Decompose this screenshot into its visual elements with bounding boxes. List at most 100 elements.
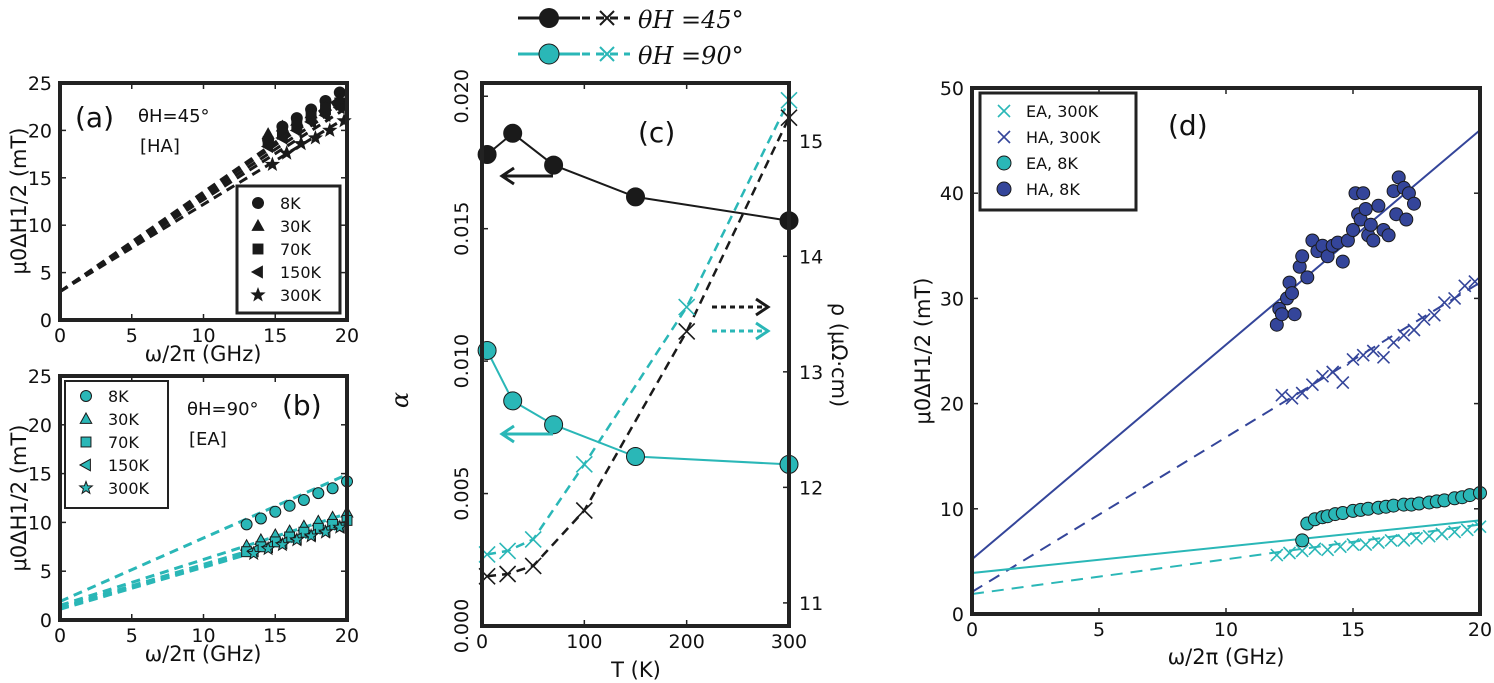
panel-d-point-EA, 300K xyxy=(1321,543,1335,557)
legend-45-label: θH =45° xyxy=(638,6,744,34)
panel-d-point-HA, 300K xyxy=(1295,386,1309,400)
panel-c-point-rho-2 xyxy=(575,501,593,520)
panel-c-line-1 xyxy=(486,350,790,466)
panel-c-line-2 xyxy=(486,117,791,578)
panel-a-markers xyxy=(261,86,352,172)
panel-a-y-tick-label: 10 xyxy=(28,215,52,237)
panel-b-y-tick-label: 0 xyxy=(40,610,52,632)
panel-d-legend: EA, 300K HA, 300K EA, 8K HA, 8K xyxy=(978,91,1138,212)
panel-d-legend-marker-EA, 8K xyxy=(996,155,1012,171)
panel-b-legend-label: 8K xyxy=(108,387,129,406)
panel-b-x-tick-label: 20 xyxy=(335,625,359,647)
panel-a-legend-marker-30K xyxy=(251,218,265,231)
panel-a-legend-label: 300K xyxy=(280,286,322,305)
panel-d-x-tick-label: 20 xyxy=(1468,619,1492,641)
panel-d-point-HA, 300K xyxy=(1285,391,1299,405)
panel-d: 0 5 10 15 20 0 10 20 30 40 50 (d) EA, 300K HA, 300K… xyxy=(911,78,1492,669)
panel-d-point-HA, 8K xyxy=(1381,228,1396,243)
panel-c-y-tick-label: 0.015 xyxy=(451,201,473,255)
panel-a-fit-150K xyxy=(59,106,348,293)
panel-d-point-HA, 300K xyxy=(1305,378,1319,392)
panel-b-point-300K xyxy=(260,540,276,556)
panel-c-point-alpha-1 xyxy=(503,391,523,411)
panel-d-point-EA, 300K xyxy=(1397,533,1411,547)
panel-c-point-alpha-1 xyxy=(626,447,645,466)
panel-b-x-tick-label: 5 xyxy=(126,625,138,647)
panel-b-point-8K xyxy=(240,518,253,531)
panel-d-y-tick-label: 30 xyxy=(940,288,964,310)
panel-b-markers xyxy=(239,475,354,561)
panel-d-point-HA, 300K xyxy=(1275,388,1289,402)
panel-a-angle-annotation: θH=45° xyxy=(138,106,210,127)
panel-d-point-HA, 8K xyxy=(1285,286,1299,301)
panel-d-point-HA, 300K xyxy=(1407,323,1421,337)
panel-b: 0 5 10 15 20 0 5 10 15 20 25 (b) θH=90° [EA] 8K 30K… xyxy=(7,366,359,666)
panel-b-point-8K xyxy=(283,499,296,512)
panel-d-point-HA, 300K xyxy=(1387,336,1401,350)
panel-d-point-HA, 300K xyxy=(1376,350,1391,364)
legend-90-label: θH =90° xyxy=(638,42,744,70)
panel-d-point-EA, 300K xyxy=(1371,535,1385,550)
panel-a-legend: 8K 30K 70K 150K 300K xyxy=(235,184,342,315)
panel-b-label: (b) xyxy=(282,389,322,422)
panel-b-y-tick-label: 10 xyxy=(28,512,52,534)
panel-c-arrow-rho-90 xyxy=(712,321,771,341)
panel-d-point-HA, 8K xyxy=(1346,223,1360,237)
panel-b-axis-annotation: [EA] xyxy=(189,429,227,450)
panel-b-legend-label: 300K xyxy=(108,479,150,498)
panel-d-fit-EA, 300K xyxy=(971,523,1481,596)
panel-d-x-tick-label: 10 xyxy=(1214,619,1238,641)
panel-d-point-HA, 8K xyxy=(1407,196,1421,211)
legend-90-circle-marker xyxy=(538,43,560,65)
panel-d-fit-HA, 8K xyxy=(971,129,1481,561)
panel-d-fit-EA, 8K xyxy=(971,519,1481,574)
panel-c: 0 100 200 300 0.000 0.005 0.010 0.015 0.020 11 12 1… xyxy=(386,69,851,682)
panel-c-y-tick-label: 0.000 xyxy=(451,599,473,653)
panel-d-point-HA, 300K xyxy=(1397,328,1411,342)
panel-b-point-300K xyxy=(289,531,305,547)
panel-d-legend-label: EA, 8K xyxy=(1026,154,1078,173)
panel-c-lines xyxy=(486,99,791,578)
panel-d-point-EA, 300K xyxy=(1308,542,1322,556)
panel-d-x-axis-label: ω/2π (GHz) xyxy=(1168,645,1285,669)
panel-a-ticks: 0 5 10 15 20 0 5 10 15 20 25 xyxy=(28,73,359,347)
panel-b-x-tick-label: 15 xyxy=(263,625,287,647)
panel-b-point-300K xyxy=(274,536,291,552)
panel-a-point-300K xyxy=(279,145,295,160)
panel-a-legend-label: 8K xyxy=(280,194,301,213)
legend-45-circle-marker xyxy=(539,8,559,28)
panel-d-point-EA, 8K xyxy=(1295,533,1310,548)
panel-b-legend-label: 150K xyxy=(108,456,150,475)
panel-a-legend-label: 150K xyxy=(280,263,322,282)
panel-b-x-tick-label: 10 xyxy=(191,625,215,647)
panel-c-y-right-tick-label: 12 xyxy=(799,477,823,499)
panel-b-point-8K xyxy=(254,512,267,525)
panel-d-x-tick-label: 15 xyxy=(1341,619,1365,641)
panel-a-y-tick-label: 0 xyxy=(40,310,52,332)
panel-b-fit-8K xyxy=(59,473,348,603)
panel-d-point-HA, 300K xyxy=(1437,296,1451,310)
panel-a-label: (a) xyxy=(75,101,114,134)
panel-b-legend-label: 30K xyxy=(108,410,139,429)
panel-d-y-tick-label: 20 xyxy=(940,394,964,416)
panel-b-fit-30K xyxy=(59,512,348,607)
panel-d-point-HA, 300K xyxy=(1427,308,1441,322)
panel-c-y-right-tick-label: 14 xyxy=(799,246,823,268)
panel-d-point-EA, 300K xyxy=(1435,527,1449,541)
panel-b-legend-marker-70K xyxy=(80,436,92,448)
panel-d-legend-label: HA, 8K xyxy=(1026,180,1080,199)
panel-b-legend-label: 70K xyxy=(108,433,139,452)
panel-d-x-tick-label: 5 xyxy=(1093,619,1105,641)
panel-b-legend: 8K 30K 70K 150K 300K xyxy=(64,380,169,509)
panel-d-point-EA, 300K xyxy=(1448,525,1462,539)
panel-d-point-HA, 300K xyxy=(1366,344,1380,358)
panel-b-point-8K xyxy=(312,487,325,500)
panel-d-point-HA, 300K xyxy=(1417,312,1431,326)
panel-a-x-tick-label: 0 xyxy=(54,325,66,347)
panel-b-fit-lines xyxy=(59,473,348,611)
panel-c-y-tick-label: 0.020 xyxy=(451,69,473,123)
panel-b-x-tick-label: 0 xyxy=(54,625,66,647)
panel-d-point-HA, 8K xyxy=(1371,198,1386,213)
panel-d-point-HA, 8K xyxy=(1287,307,1302,322)
panel-d-legend-label: HA, 300K xyxy=(1026,128,1101,147)
